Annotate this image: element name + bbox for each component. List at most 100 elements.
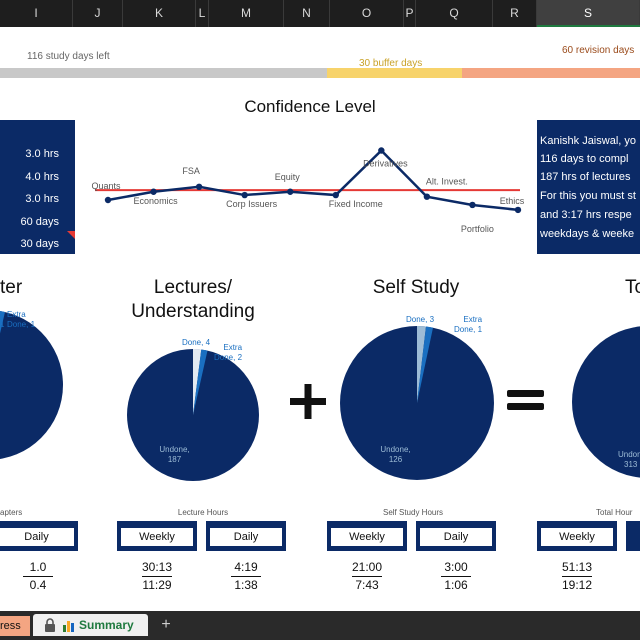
chapters-pie-one-label: 1 <box>0 320 5 329</box>
confidence-point <box>469 201 476 209</box>
timeline-revision-segment <box>462 68 640 78</box>
lecture-daily-label[interactable]: Daily <box>209 527 283 547</box>
chapters-pie-extra-slice <box>0 311 5 334</box>
sheet-tab-progress-label: ress <box>0 620 21 632</box>
timeline-buffer-segment <box>327 68 462 78</box>
chapters-pie-title: ter <box>0 277 23 298</box>
timeline-study-segment <box>0 68 327 78</box>
self-study-daily-label[interactable]: Daily <box>419 527 493 547</box>
column-header-bar: I J K L M N O P Q R S <box>0 0 640 27</box>
self-study-weekly-value-top: 21:00 <box>342 560 392 574</box>
lecture-weekly-value-bottom: 11:29 <box>142 578 172 592</box>
confidence-subject-label: Derivatives <box>363 159 408 169</box>
column-header-q[interactable]: Q <box>416 0 493 27</box>
lecture-weekly-header: Weekly <box>117 521 197 551</box>
column-header-p[interactable]: P <box>404 0 416 27</box>
left-panel-value: 3.0 hrs <box>25 193 59 205</box>
confidence-subject-label: Equity <box>275 172 301 182</box>
confidence-point <box>195 183 203 190</box>
column-header-l[interactable]: L <box>196 0 209 27</box>
add-sheet-button[interactable]: + <box>161 616 171 633</box>
confidence-subject-label: FSA <box>182 166 200 176</box>
chapters-pie-extra-label: Extra Done, 1 <box>7 310 36 329</box>
chapters-table-caption: apters <box>0 508 23 517</box>
self-study-hours-caption: Self Study Hours <box>382 508 444 517</box>
total-weekly-header: Weekly <box>537 521 617 551</box>
summary-text-line: 187 hrs of lectures <box>540 171 631 183</box>
right-summary-panel: Kanishk Jaiswal, yo 116 days to compl 18… <box>537 120 640 254</box>
confidence-subject-label: Fixed Income <box>329 199 383 209</box>
lecture-daily-value-top: 4:19 <box>221 560 271 574</box>
selected-column-indicator <box>537 25 640 27</box>
revision-days-label: 60 revision days <box>562 45 635 56</box>
confidence-point <box>287 188 294 195</box>
confidence-point <box>150 188 157 195</box>
lecture-weekly-value-top: 30:13 <box>132 560 182 574</box>
total-hours-caption: Total Hour <box>596 508 633 517</box>
summary-text-line: Kanishk Jaiswal, yo <box>540 135 636 147</box>
chapters-daily-value-top: 1.0 <box>18 560 58 574</box>
self-study-pie-extra-label: Extra Done, 1 <box>454 315 483 334</box>
column-header-s[interactable]: S <box>537 0 640 27</box>
equals-operator-top <box>507 390 544 397</box>
self-study-pie-done-label: Done, 3 <box>406 315 435 324</box>
lectures-pie-extra-label: Extra Done, 2 <box>214 343 243 362</box>
left-panel-value: 3.0 hrs <box>25 148 59 160</box>
self-study-weekly-label[interactable]: Weekly <box>330 527 404 547</box>
confidence-subject-label: Corp Issuers <box>226 199 278 209</box>
total-pie-undone-value: 313 <box>624 460 638 469</box>
sheet-tab-summary[interactable]: Summary <box>33 614 148 636</box>
column-header-m[interactable]: M <box>209 0 284 27</box>
lecture-hours-caption: Lecture Hours <box>177 508 229 517</box>
plus-operator-stem <box>304 384 312 419</box>
self-study-pie-undone-value: 126 <box>388 455 403 464</box>
left-panel-value: 30 days <box>20 238 59 250</box>
column-header-k[interactable]: K <box>123 0 196 27</box>
column-header-n[interactable]: N <box>284 0 330 27</box>
lectures-pie-done-slice <box>193 348 202 415</box>
self-study-weekly-header: Weekly <box>327 521 407 551</box>
column-header-j[interactable]: J <box>73 0 123 27</box>
lecture-daily-header: Daily <box>206 521 286 551</box>
self-study-daily-header: Daily <box>416 521 496 551</box>
confidence-point <box>241 191 248 199</box>
chart-icon <box>63 621 74 632</box>
confidence-subject-label: Economics <box>134 196 179 206</box>
summary-text-line: and 3:17 hrs respe <box>540 209 632 221</box>
confidence-point <box>332 191 339 199</box>
comment-marker-icon[interactable] <box>67 231 75 239</box>
sheet-tab-summary-label: Summary <box>79 618 134 632</box>
self-study-pie-done-slice <box>417 325 426 403</box>
confidence-subject-label: Ethics <box>500 196 525 206</box>
confidence-point <box>514 206 522 214</box>
lock-icon <box>45 618 55 632</box>
left-panel-value: 4.0 hrs <box>25 171 59 183</box>
column-header-r[interactable]: R <box>493 0 537 27</box>
self-study-pie-extra-slice <box>417 326 433 403</box>
chapters-pie <box>0 310 63 460</box>
confidence-series-line <box>107 148 519 212</box>
total-pie-title: To <box>625 277 640 298</box>
total-pie <box>572 326 640 478</box>
confidence-subject-label: Quants <box>91 181 121 191</box>
chapters-daily-label[interactable]: Daily <box>0 527 75 547</box>
column-header-i[interactable]: I <box>0 0 73 27</box>
summary-text-line: weekdays & weeke <box>540 228 635 240</box>
column-header-o[interactable]: O <box>330 0 404 27</box>
self-study-daily-value-top: 3:00 <box>431 560 481 574</box>
chapters-daily-value-bottom: 0.4 <box>29 578 47 592</box>
total-pie-undone-label: Undon <box>618 450 640 459</box>
lectures-pie-title-line2: Understanding <box>131 301 255 322</box>
total-weekly-label[interactable]: Weekly <box>540 527 614 547</box>
lectures-pie-undone-value: 187 <box>167 455 182 464</box>
summary-text-line: For this you must st <box>540 190 636 202</box>
lectures-pie-undone-label: Undone, <box>159 445 190 454</box>
lectures-pie-extra-slice <box>193 349 208 415</box>
sheet-tab-progress[interactable]: ress <box>0 616 30 636</box>
lectures-pie-done-label: Done, 4 <box>182 338 211 347</box>
buffer-days-label: 30 buffer days <box>359 58 423 69</box>
confidence-subject-label: Portfolio <box>461 224 494 234</box>
lecture-weekly-label[interactable]: Weekly <box>120 527 194 547</box>
